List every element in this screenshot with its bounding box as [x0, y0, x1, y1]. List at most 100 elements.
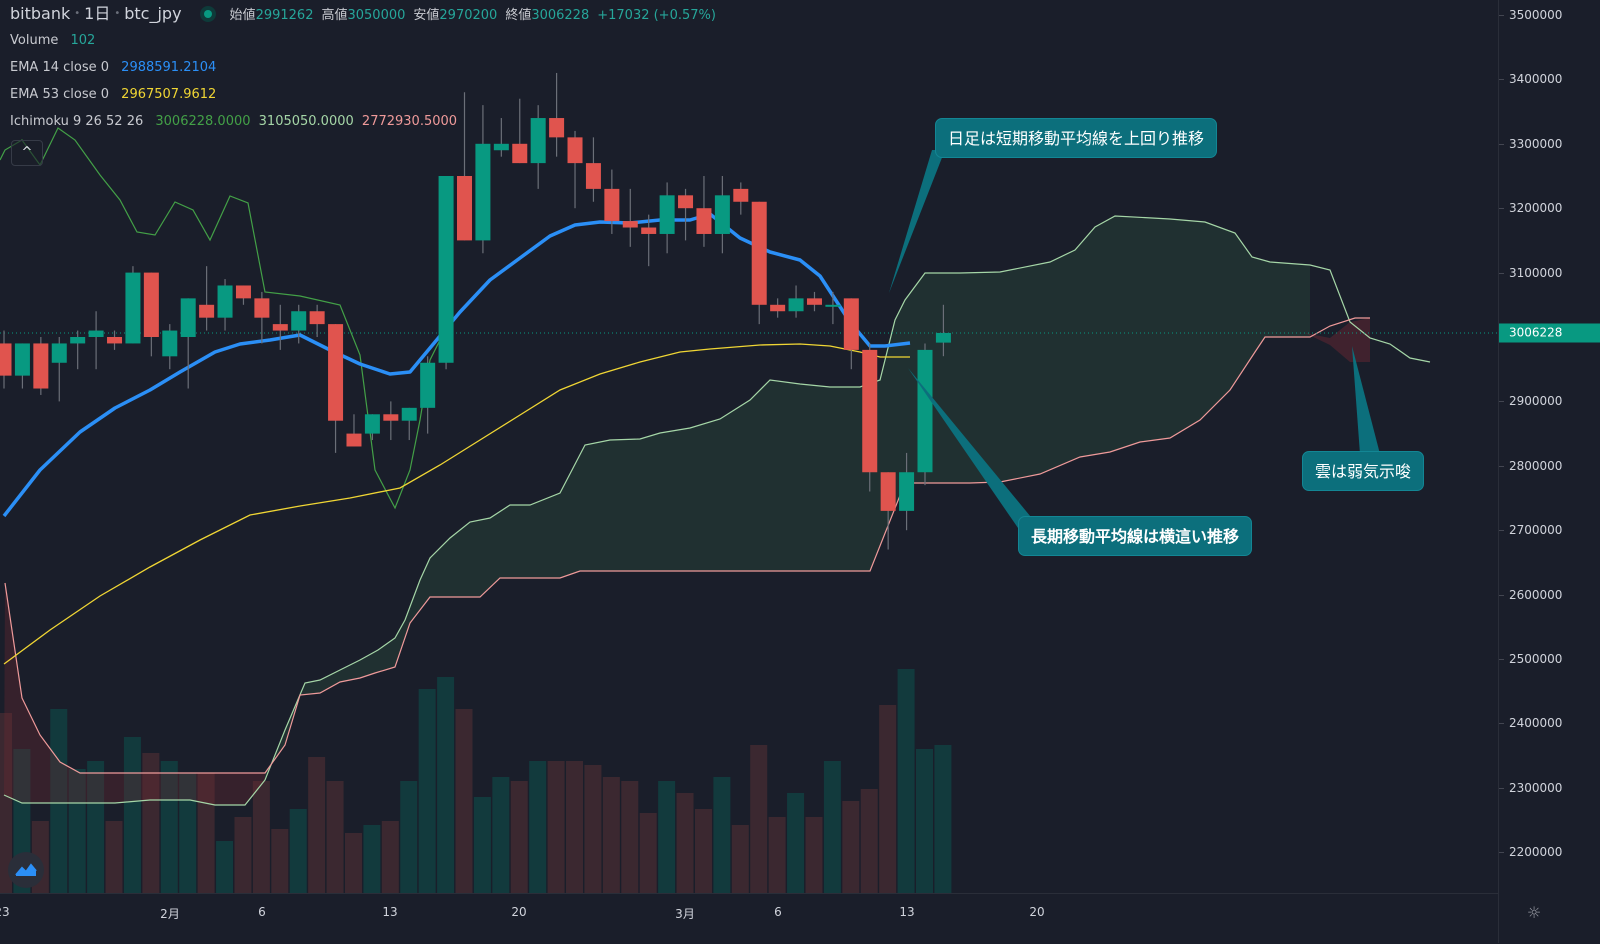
volume-bar	[0, 713, 12, 893]
annotation-long-ma[interactable]: 長期移動平均線は横這い推移	[1018, 516, 1253, 556]
volume-bar	[823, 761, 841, 893]
candle	[235, 285, 251, 299]
price-axis-label: 3400000	[1509, 72, 1563, 87]
ohlc-values: 始値2991262 高値3050000 安値2970200 終値3006228 +170…	[230, 8, 716, 23]
volume-bar	[381, 821, 399, 893]
ohlc-label: 高値	[321, 8, 348, 23]
price-axis-label: 2200000	[1509, 845, 1563, 860]
volume-bar	[879, 705, 897, 893]
candle	[14, 343, 30, 376]
candle	[641, 227, 657, 234]
volume-bar	[731, 825, 749, 893]
volume-bar	[437, 677, 455, 893]
interval[interactable]: 1日	[84, 4, 111, 23]
volume-bar	[694, 809, 712, 893]
callout-tail-3	[1352, 346, 1380, 454]
volume-bar	[179, 773, 197, 893]
indicator-lines	[0, 127, 911, 665]
volume-bar	[271, 829, 289, 893]
volume-bar	[455, 709, 473, 893]
ohlc-value: 3006228	[531, 8, 590, 23]
candle	[88, 330, 104, 337]
callout-tail-1	[889, 150, 945, 293]
volume-bar	[602, 777, 620, 893]
candle	[659, 195, 675, 234]
settings-gear-icon[interactable]: ☼	[1526, 903, 1542, 922]
candle	[549, 118, 565, 138]
candle	[107, 337, 123, 344]
price-axis-label: 2700000	[1509, 523, 1563, 538]
candle	[567, 137, 583, 164]
volume-bar	[344, 833, 362, 893]
volume-bar	[621, 781, 639, 893]
candle	[420, 362, 436, 408]
volume-bar	[142, 753, 160, 893]
candle	[401, 407, 417, 421]
ema14-value: 2988591.2104	[121, 60, 217, 75]
annotation-cloud[interactable]: 雲は弱気示唆	[1302, 451, 1425, 491]
volume-bar	[234, 817, 252, 893]
time-axis-label: 2月	[160, 907, 180, 921]
annotation-short-ma[interactable]: 日足は短期移動平均線を上回り推移	[935, 118, 1218, 158]
volume-bar	[87, 761, 105, 893]
volume-bar	[363, 825, 381, 893]
ema14-label: EMA 14 close 0	[10, 60, 110, 75]
candles	[0, 72, 951, 550]
volume-bar	[308, 757, 326, 893]
volume-bar	[897, 669, 915, 893]
price-axis-label: 2900000	[1509, 394, 1563, 409]
volume-bar	[510, 781, 528, 893]
candle	[125, 272, 141, 344]
ichimoku-tenkan-value: 3006228.0000	[155, 114, 251, 129]
ohlc-value: 2970200	[439, 8, 498, 23]
volume-bar	[289, 809, 307, 893]
tradingview-logo-icon[interactable]	[8, 852, 44, 888]
volume-bar	[216, 841, 234, 893]
volume-bar	[916, 749, 933, 893]
candle	[364, 414, 380, 434]
volume-bar	[768, 817, 786, 893]
volume-bar	[492, 777, 510, 893]
candle	[33, 343, 49, 389]
candle	[696, 208, 712, 234]
ichimoku-spanA-value: 3105050.0000	[258, 114, 354, 129]
price-axis-label: 2400000	[1509, 716, 1563, 731]
candle	[899, 472, 915, 511]
volume-bar	[197, 773, 215, 893]
candle	[935, 332, 951, 343]
candle	[180, 298, 196, 337]
chart-legend: bitbank • 1日 • btc_jpy 始値2991262 高値3050000 安値29…	[10, 0, 716, 135]
candle	[622, 221, 638, 228]
volume-bar	[400, 781, 418, 893]
candle	[880, 472, 896, 511]
volume-bar	[584, 765, 602, 893]
symbol-name[interactable]: btc_jpy	[124, 4, 182, 23]
volume-legend[interactable]: Volume 102	[10, 27, 716, 54]
price-axis-label: 3100000	[1509, 265, 1563, 280]
ohlc-value: 2991262	[255, 8, 314, 23]
volume-bar	[860, 789, 878, 893]
market-status-icon	[203, 10, 212, 18]
ema53-legend[interactable]: EMA 53 close 0 2967507.9612	[10, 81, 716, 108]
candle	[162, 330, 178, 357]
ohlc-label: 終値	[505, 8, 532, 23]
candle	[272, 324, 288, 331]
price-axis-label: 2600000	[1509, 587, 1563, 602]
price-axis[interactable]: 3500000 3400000 3300000 3200000 3100000 29000…	[1498, 0, 1600, 943]
ema53-line	[3, 343, 910, 665]
volume-bar	[105, 821, 123, 893]
ema14-legend[interactable]: EMA 14 close 0 2988591.2104	[10, 54, 716, 81]
collapse-legend-button[interactable]: ^	[11, 140, 43, 166]
volume-bar	[529, 761, 547, 893]
ichimoku-legend[interactable]: Ichimoku 9 26 52 26 3006228.0000 3105050…	[10, 108, 716, 135]
candle	[825, 304, 841, 307]
exchange-name[interactable]: bitbank	[10, 4, 71, 23]
time-axis[interactable]: 23 2月 6 13 20 3月 6 13 20	[0, 893, 1498, 944]
volume-bar	[842, 801, 860, 893]
volume-bar	[639, 813, 657, 893]
candle	[843, 298, 859, 350]
ohlc-value: 3050000	[347, 8, 406, 23]
time-axis-label: 20	[1029, 905, 1045, 919]
candle	[328, 324, 344, 421]
